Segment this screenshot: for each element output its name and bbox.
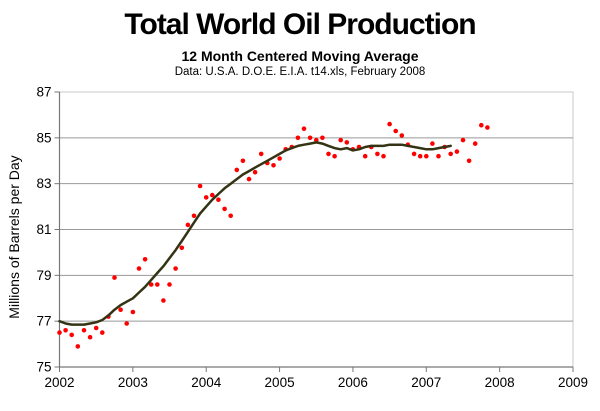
data-point [417,153,423,159]
data-point [167,282,172,287]
data-point [228,213,233,219]
data-point [307,135,313,141]
data-point [173,266,178,271]
data-point [387,121,392,127]
data-point [454,149,460,154]
data-point [118,307,123,313]
data-point [57,330,62,335]
data-point [472,141,478,146]
data-point [301,126,307,131]
y-tick-label: 85 [36,130,51,145]
data-point [216,197,221,202]
data-point [100,330,105,335]
data-point [271,163,276,168]
data-point [75,344,81,349]
data-point [393,128,399,134]
x-tick-label: 2009 [558,375,588,390]
data-point [448,151,454,157]
y-axis-title: Millions of Barrels per Day [6,155,22,319]
y-tick-label: 79 [36,268,51,283]
data-point [179,245,185,251]
data-point [252,169,258,175]
data-point [234,167,240,173]
data-point [63,328,68,333]
data-point [320,135,325,141]
moving-average-line [58,141,452,326]
data-point [148,282,154,287]
data-point [155,282,160,287]
data-point [424,153,429,159]
data-point [277,156,282,161]
data-point [338,137,344,143]
data-point [430,141,435,146]
data-point [258,151,264,157]
data-point [460,137,466,143]
x-tick-label: 2003 [118,375,148,390]
data-point [112,275,117,280]
data-point [130,309,136,315]
data-point [222,206,227,212]
data-point [93,325,99,331]
data-point [69,332,74,338]
chart-title: Total World Oil Production [124,8,476,41]
data-point [210,192,215,198]
data-point [142,257,148,262]
data-point [240,158,246,164]
data-point [161,298,166,303]
y-tick-label: 83 [36,176,51,191]
data-point [411,151,417,157]
data-point [399,133,405,138]
data-source-note: Data: U.S.A. D.O.E. E.I.A. t14.xls, Febr… [174,66,426,78]
data-point [485,125,490,130]
data-point [191,213,197,219]
x-tick-label: 2004 [191,375,222,390]
data-point [326,151,331,157]
y-tick-label: 81 [36,222,51,237]
data-point [203,195,209,200]
data-point [381,153,386,159]
x-tick-label: 2007 [411,375,441,390]
data-point [246,176,252,182]
data-point [136,266,142,271]
x-tick-label: 2008 [485,375,515,390]
data-point [295,135,301,141]
data-point [466,158,472,164]
data-point [332,153,337,159]
y-tick-label: 87 [36,85,51,100]
x-tick-label: 2005 [265,375,295,390]
data-point [197,183,203,189]
data-point [375,151,380,157]
data-point [479,122,484,128]
data-point [436,153,441,159]
chart-subtitle: 12 Month Centered Moving Average [181,48,419,64]
y-tick-label: 77 [36,314,51,329]
data-point [124,321,129,326]
data-point [185,222,191,228]
x-tick-label: 2002 [44,375,74,390]
data-point [87,334,93,340]
data-point [81,328,87,333]
y-tick-label: 75 [36,360,51,375]
x-tick-label: 2006 [338,375,368,390]
data-point [344,140,350,145]
data-point [362,153,368,159]
data-point [314,137,319,143]
